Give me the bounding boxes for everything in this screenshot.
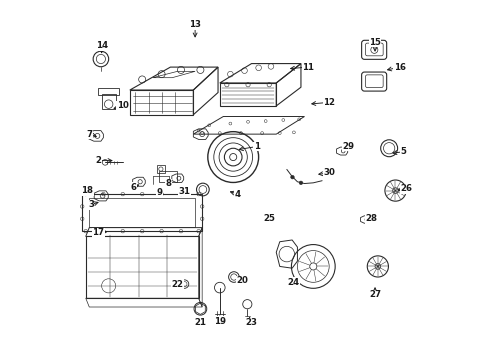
Text: 10: 10 [117, 102, 128, 111]
Text: 3: 3 [88, 200, 94, 209]
Text: 18: 18 [81, 186, 93, 195]
Text: 27: 27 [368, 290, 380, 299]
Text: 6: 6 [130, 183, 136, 192]
Text: 8: 8 [165, 179, 171, 188]
Text: 23: 23 [245, 318, 257, 327]
Text: 5: 5 [400, 147, 406, 156]
Text: 25: 25 [263, 214, 275, 223]
Text: 21: 21 [194, 318, 206, 327]
Text: 22: 22 [171, 280, 183, 289]
Text: 13: 13 [189, 20, 201, 29]
Text: 28: 28 [365, 214, 377, 223]
Text: 4: 4 [234, 190, 240, 199]
Text: 7: 7 [86, 130, 92, 139]
Circle shape [290, 175, 294, 179]
Text: 9: 9 [157, 188, 163, 197]
Text: 29: 29 [342, 142, 354, 151]
Text: 24: 24 [287, 278, 299, 287]
Text: 2: 2 [95, 156, 101, 165]
Text: 15: 15 [368, 38, 380, 47]
Text: 30: 30 [323, 168, 334, 177]
Bar [159, 171, 176, 182]
Text: 11: 11 [302, 63, 313, 72]
Text: 26: 26 [400, 184, 412, 193]
Text: 19: 19 [213, 317, 225, 325]
Text: 20: 20 [236, 276, 248, 285]
Text: 17: 17 [92, 229, 104, 238]
Text: 14: 14 [95, 41, 107, 50]
Text: 12: 12 [323, 98, 334, 107]
Circle shape [299, 181, 302, 185]
Text: 16: 16 [393, 63, 405, 72]
Text: 1: 1 [253, 142, 259, 151]
Text: 31: 31 [178, 187, 190, 196]
